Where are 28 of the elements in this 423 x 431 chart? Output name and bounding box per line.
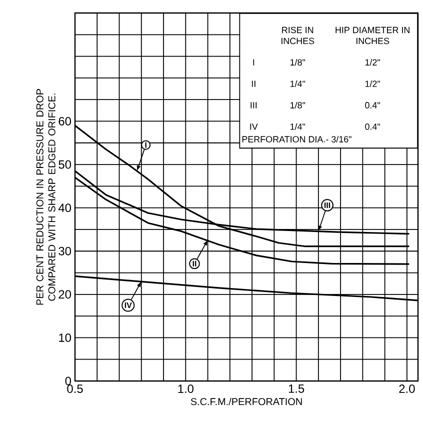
annotation: PERFORATION DIA.- 3/16" <box>242 136 352 142</box>
annotation: 1/2" <box>365 80 380 87</box>
annotation: 1/4" <box>290 123 306 130</box>
annotation: I <box>253 59 254 66</box>
x-tick-label: 1.0 <box>178 384 194 393</box>
annotation: IV <box>250 124 258 130</box>
x-tick-label: 2.0 <box>399 384 415 393</box>
y-tick-label: 40 <box>58 204 72 212</box>
y-tick-label: 10 <box>59 333 72 342</box>
annotation: 1/8" <box>290 58 306 66</box>
annotation: 1/2" <box>365 58 380 66</box>
y-axis-title: PER CENT REDUCTION IN PRESSURE DROP COMPARED WITH SHARP EDGED ORIFICE. <box>36 89 56 305</box>
y-tick-label: 50 <box>58 160 72 169</box>
x-axis-title: S.C.F.M./PERFORATION <box>190 398 302 406</box>
annotation: 0.4" <box>365 123 380 130</box>
annotation: RISE IN INCHES <box>281 26 314 44</box>
annotation: II <box>252 80 256 87</box>
x-tick-label: 0.5 <box>67 384 83 393</box>
y-tick-label: 0 <box>65 376 72 386</box>
annotation: III <box>250 102 257 108</box>
annotation: HIP DIAMETER IN INCHES <box>336 26 410 44</box>
annotation: 1/8" <box>290 102 306 108</box>
annotation: 1/4" <box>290 80 306 87</box>
annotation: 0.4" <box>365 102 380 108</box>
y-tick-label: 30 <box>58 246 72 256</box>
y-tick-label: 60 <box>58 117 72 126</box>
x-tick-label: 1.5 <box>288 384 304 393</box>
y-tick-label: 20 <box>58 290 72 299</box>
